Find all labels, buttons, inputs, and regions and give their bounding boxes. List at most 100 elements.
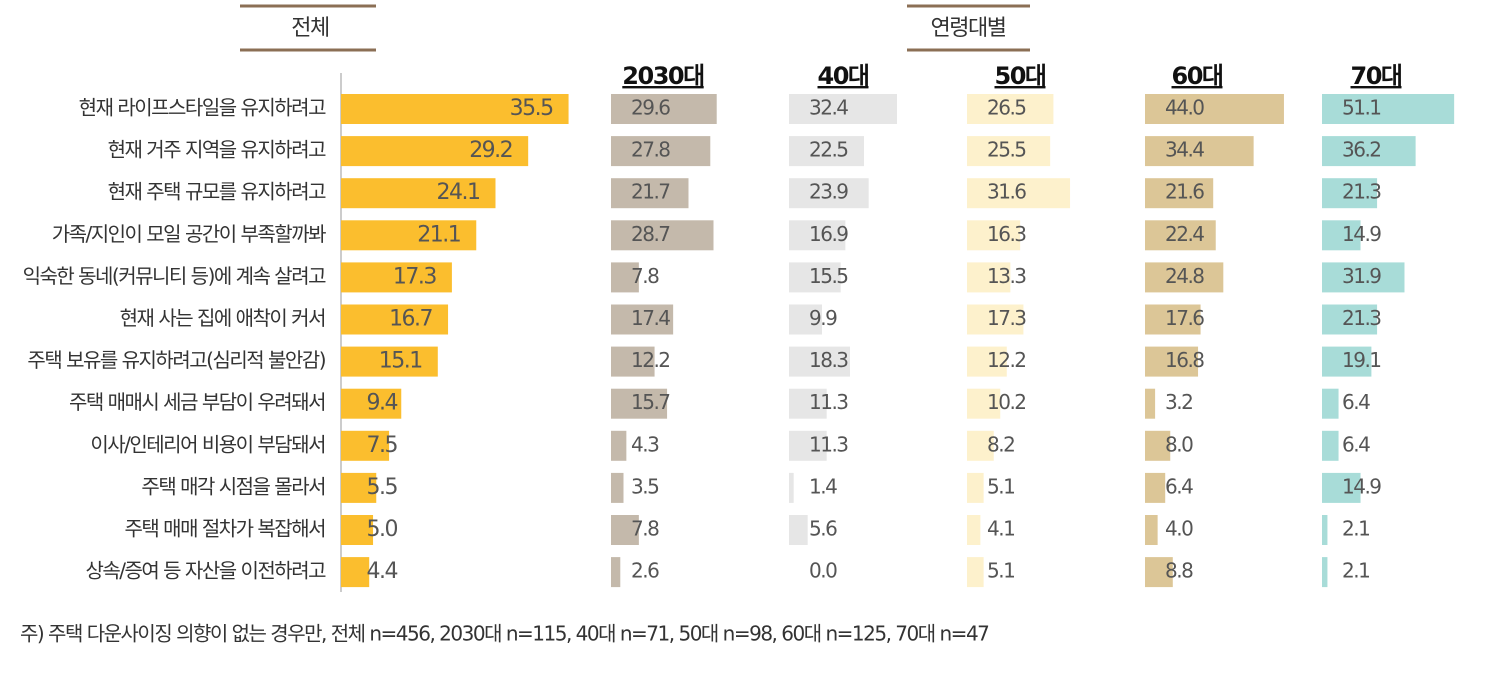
value-label: 4.0 — [1165, 517, 1193, 541]
value-label: 16.9 — [809, 222, 848, 246]
bar — [1322, 178, 1378, 209]
value-label: 2.6 — [631, 559, 659, 583]
note: 주) 주택 다운사이징 의향이 없는 경우만, 전체 n=456, 2030대 … — [20, 622, 989, 646]
value-label: 16.3 — [987, 222, 1026, 246]
panel-title: 70대 — [1351, 62, 1402, 90]
bar — [341, 136, 529, 167]
bar — [341, 304, 449, 335]
bar — [967, 388, 1001, 419]
category-label: 가족/지인이 모일 공간이 부족할까봐 — [52, 222, 326, 246]
bar — [611, 515, 639, 545]
category-label: 현재 주택 규모를 유지하려고 — [108, 180, 326, 204]
value-label: 8.8 — [1165, 559, 1193, 583]
value-label: 12.2 — [631, 348, 670, 372]
value-label: 22.5 — [809, 138, 848, 162]
bar — [1145, 515, 1158, 545]
bar — [611, 472, 624, 503]
value-label: 8.0 — [1165, 432, 1193, 456]
category-label: 상속/증여 등 자산을 이전하려고 — [85, 559, 326, 583]
bar — [341, 472, 377, 503]
bar — [611, 346, 655, 377]
value-label: 21.1 — [417, 222, 460, 247]
value-label: 14.9 — [1342, 474, 1381, 498]
bar — [1322, 430, 1339, 461]
category-label: 이사/인테리어 비용이 부담돼서 — [90, 432, 325, 456]
bar — [789, 220, 846, 251]
value-label: 11.3 — [809, 390, 848, 414]
bar — [341, 430, 390, 461]
value-label: 24.1 — [437, 180, 480, 205]
value-label: 6.4 — [1342, 390, 1370, 414]
bar — [1145, 94, 1284, 124]
bar — [1145, 472, 1166, 503]
bar — [967, 472, 984, 503]
value-label: 7.8 — [631, 517, 659, 541]
value-label: 5.0 — [367, 517, 398, 542]
value-label: 16.7 — [389, 307, 432, 332]
value-label: 26.5 — [987, 96, 1026, 120]
value-label: 7.8 — [631, 264, 659, 288]
bar — [789, 136, 864, 167]
value-label: 18.3 — [809, 348, 848, 372]
value-label: 17.4 — [631, 306, 670, 330]
bar — [611, 136, 711, 167]
panel-title: 2030대 — [622, 62, 704, 90]
bar — [611, 388, 668, 419]
bar — [1322, 346, 1372, 377]
panel-title: 50대 — [995, 62, 1046, 90]
category-label: 현재 사는 집에 애착이 커서 — [120, 306, 325, 330]
bar — [341, 346, 438, 377]
group-label: 연령대별 — [931, 16, 1006, 41]
value-label: 5.6 — [809, 517, 837, 541]
bar — [789, 515, 808, 545]
value-label: 3.5 — [631, 474, 658, 498]
bar — [611, 178, 689, 209]
bar — [789, 262, 841, 293]
panel-title: 전체 — [291, 16, 328, 41]
category-label: 주택 매각 시점을 몰라서 — [141, 474, 325, 498]
value-label: 29.6 — [631, 96, 670, 120]
value-label: 8.2 — [987, 432, 1014, 456]
value-label: 21.3 — [1342, 180, 1381, 204]
value-label: 2.1 — [1342, 559, 1369, 583]
bar — [1322, 388, 1339, 419]
value-label: 10.2 — [987, 390, 1026, 414]
bar — [967, 557, 984, 588]
value-label: 5.5 — [367, 475, 398, 500]
value-label: 14.9 — [1342, 222, 1381, 246]
bar — [789, 346, 850, 377]
value-label: 5.1 — [987, 474, 1014, 498]
bar — [789, 472, 794, 503]
bar — [967, 262, 1011, 293]
bar — [967, 515, 981, 545]
value-label: 21.3 — [1342, 306, 1381, 330]
value-label: 7.5 — [367, 433, 398, 458]
bar — [789, 388, 827, 419]
value-label: 25.5 — [987, 138, 1026, 162]
value-label: 29.2 — [469, 138, 512, 163]
bar — [1322, 472, 1361, 503]
bar — [611, 94, 717, 124]
bar — [1145, 136, 1254, 167]
value-label: 5.1 — [987, 559, 1014, 583]
bar — [967, 178, 1071, 209]
bar — [1145, 430, 1171, 461]
value-label: 31.6 — [987, 180, 1026, 204]
value-label: 1.4 — [809, 474, 837, 498]
value-label: 11.3 — [809, 432, 848, 456]
value-label: 34.4 — [1165, 138, 1204, 162]
bar — [1322, 515, 1328, 545]
value-label: 27.8 — [631, 138, 670, 162]
panel-title: 40대 — [818, 62, 869, 90]
value-label: 15.5 — [809, 264, 848, 288]
bar — [789, 430, 827, 461]
value-label: 51.1 — [1342, 96, 1381, 120]
value-label: 28.7 — [631, 222, 670, 246]
value-label: 9.4 — [367, 391, 398, 416]
bar — [789, 94, 897, 124]
value-label: 17.6 — [1165, 306, 1204, 330]
value-label: 31.9 — [1342, 264, 1381, 288]
value-label: 13.3 — [987, 264, 1026, 288]
value-label: 15.1 — [379, 349, 422, 374]
bar — [341, 94, 569, 124]
